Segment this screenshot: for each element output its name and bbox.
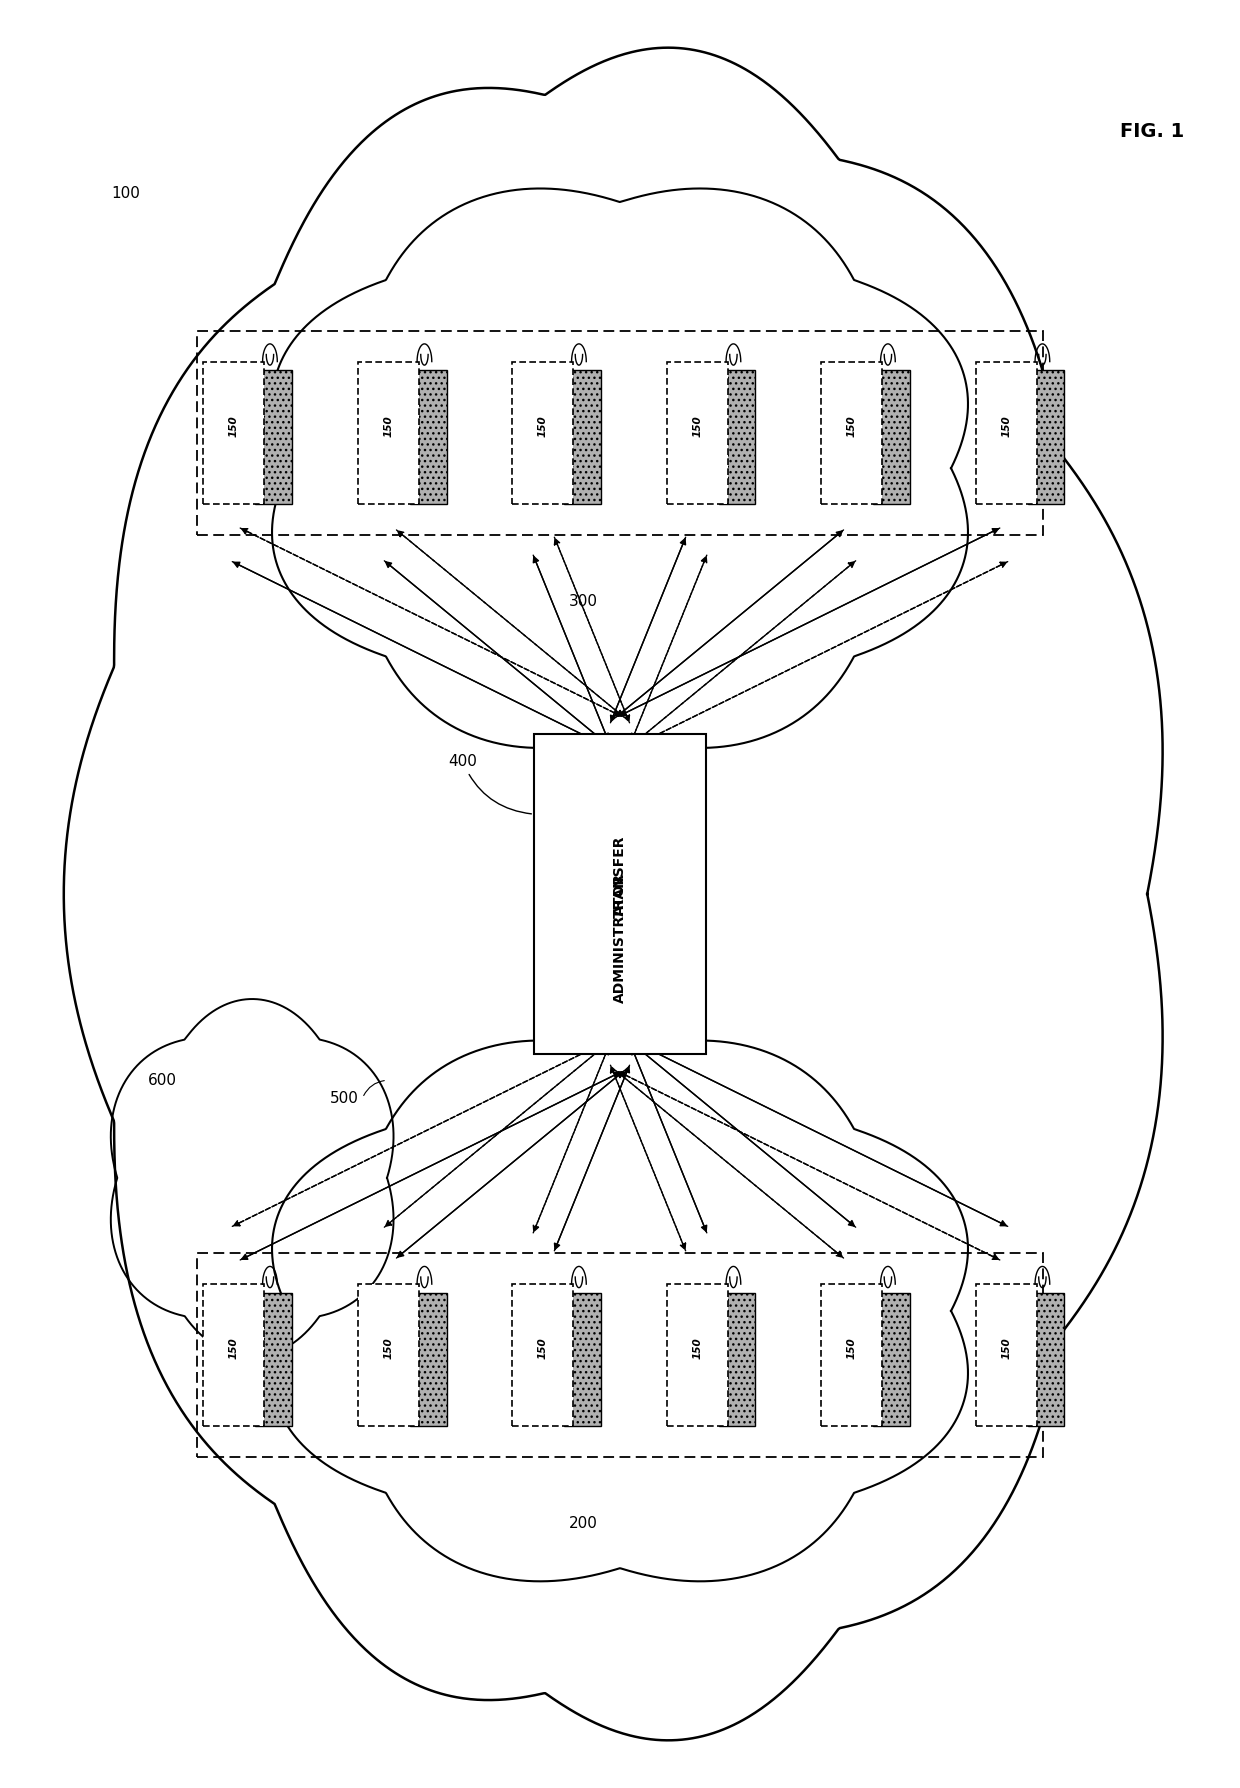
Text: 150: 150 xyxy=(383,1337,393,1359)
Text: 150: 150 xyxy=(538,415,548,436)
Text: 150: 150 xyxy=(228,1337,239,1359)
Text: 150: 150 xyxy=(383,415,393,436)
Text: 300: 300 xyxy=(569,594,598,608)
Text: 150: 150 xyxy=(692,1337,702,1359)
Bar xyxy=(534,735,706,1053)
Text: 150: 150 xyxy=(847,415,857,436)
Bar xyxy=(512,1284,573,1427)
Bar xyxy=(873,370,910,504)
Bar xyxy=(409,370,446,504)
Text: 150: 150 xyxy=(538,1337,548,1359)
Bar xyxy=(719,370,755,504)
Bar xyxy=(976,361,1037,504)
Bar xyxy=(873,1293,910,1427)
Bar xyxy=(357,1284,419,1427)
Bar xyxy=(1028,370,1064,504)
Bar xyxy=(564,1293,601,1427)
Text: 150: 150 xyxy=(1001,415,1012,436)
Bar xyxy=(667,361,728,504)
Bar xyxy=(1028,1293,1064,1427)
Bar xyxy=(203,1284,264,1427)
Bar xyxy=(976,1284,1037,1427)
Text: 400: 400 xyxy=(449,755,532,814)
Text: 150: 150 xyxy=(692,415,702,436)
Bar xyxy=(255,1293,291,1427)
Bar xyxy=(255,370,291,504)
Text: 500: 500 xyxy=(330,1091,358,1105)
Text: 600: 600 xyxy=(148,1073,177,1087)
Text: 200: 200 xyxy=(569,1516,598,1531)
Bar xyxy=(667,1284,728,1427)
Text: 150: 150 xyxy=(847,1337,857,1359)
Bar xyxy=(409,1293,446,1427)
Text: 100: 100 xyxy=(112,186,140,200)
Bar xyxy=(821,1284,883,1427)
Text: ADMINISTRATOR: ADMINISTRATOR xyxy=(613,873,627,1003)
Text: TRANSFER: TRANSFER xyxy=(613,835,627,917)
Bar xyxy=(821,361,883,504)
Text: FIG. 1: FIG. 1 xyxy=(1120,122,1184,141)
Text: 150: 150 xyxy=(1001,1337,1012,1359)
Bar xyxy=(203,361,264,504)
Bar xyxy=(719,1293,755,1427)
Bar xyxy=(197,331,1043,535)
Bar xyxy=(564,370,601,504)
Bar xyxy=(512,361,573,504)
Bar xyxy=(357,361,419,504)
Bar xyxy=(197,1253,1043,1457)
Text: 150: 150 xyxy=(228,415,239,436)
